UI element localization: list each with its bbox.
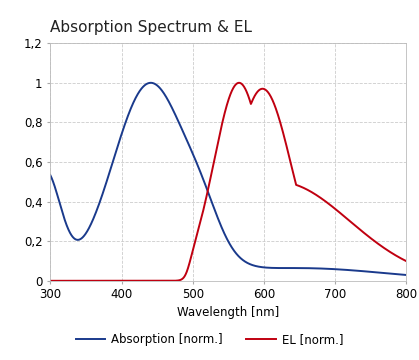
Absorption [norm.] [221, 230, 226, 234]
Text: Absorption Spectrum & EL: Absorption Spectrum & EL [50, 20, 252, 35]
Absorption [norm.] [328, 267, 334, 271]
Absorption [norm.] [212, 206, 217, 211]
Absorption [norm.] [404, 273, 409, 277]
EL [norm.] [212, 159, 217, 163]
EL [norm.] [48, 279, 53, 283]
Absorption [norm.] [394, 272, 399, 276]
EL [norm.] [393, 253, 398, 258]
EL [norm.] [221, 116, 226, 120]
Absorption [norm.] [148, 81, 153, 85]
Legend: Absorption [norm.], EL [norm.]: Absorption [norm.], EL [norm.] [71, 328, 348, 351]
EL [norm.] [404, 259, 409, 264]
EL [norm.] [236, 81, 241, 85]
Line: Absorption [norm.]: Absorption [norm.] [50, 83, 406, 275]
EL [norm.] [394, 253, 399, 258]
Absorption [norm.] [393, 272, 398, 276]
EL [norm.] [328, 203, 334, 208]
X-axis label: Wavelength [nm]: Wavelength [nm] [177, 306, 279, 319]
EL [norm.] [66, 279, 71, 283]
Absorption [norm.] [48, 173, 53, 177]
Line: EL [norm.]: EL [norm.] [50, 83, 406, 281]
Absorption [norm.] [66, 228, 71, 232]
